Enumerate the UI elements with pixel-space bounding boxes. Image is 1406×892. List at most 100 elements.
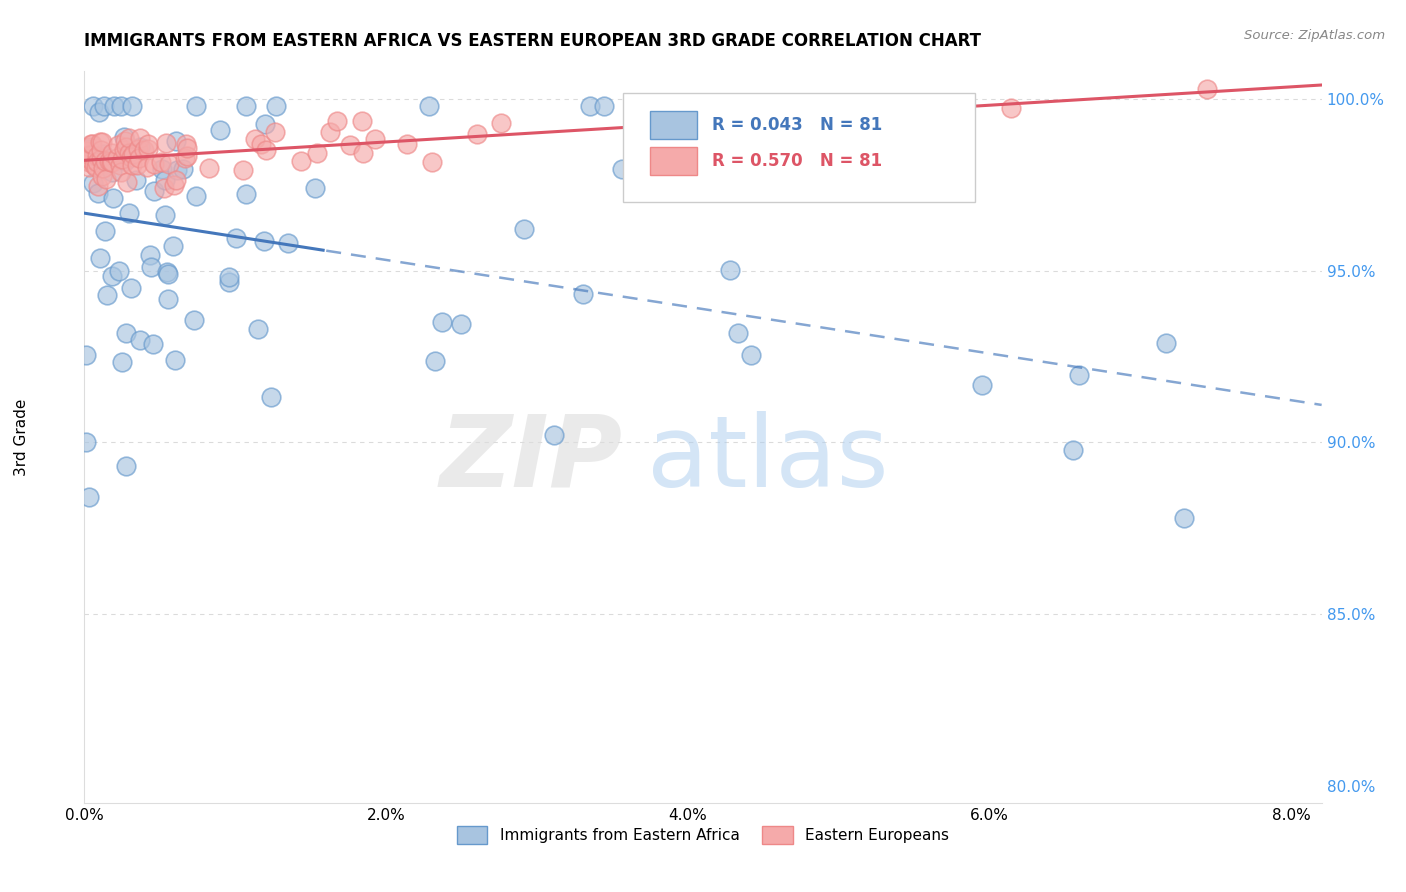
Point xyxy=(174,137,197,152)
Point xyxy=(94,224,117,238)
Point xyxy=(93,98,115,112)
Point xyxy=(339,138,361,153)
Point xyxy=(150,155,173,169)
Point xyxy=(105,151,128,165)
Point xyxy=(176,141,198,155)
Point xyxy=(186,98,208,112)
Point xyxy=(75,435,97,450)
Point xyxy=(225,230,247,244)
Text: R = 0.043   N = 81: R = 0.043 N = 81 xyxy=(711,116,882,134)
Point xyxy=(264,98,287,112)
Point xyxy=(114,134,136,148)
Point xyxy=(512,222,534,236)
Point xyxy=(157,157,180,171)
Point xyxy=(163,178,186,192)
Point xyxy=(90,143,112,157)
Point xyxy=(142,337,165,351)
Point xyxy=(254,117,277,131)
Point xyxy=(89,135,111,149)
Point xyxy=(423,354,446,368)
Point xyxy=(120,281,142,295)
Point xyxy=(118,205,141,219)
Point xyxy=(326,113,349,128)
Point xyxy=(101,146,124,161)
Point xyxy=(465,127,488,141)
Legend: Immigrants from Eastern Africa, Eastern Europeans: Immigrants from Eastern Africa, Eastern … xyxy=(451,820,955,850)
Point xyxy=(91,147,114,161)
Point xyxy=(740,348,762,362)
Point xyxy=(243,131,266,145)
Point xyxy=(125,157,148,171)
Point xyxy=(112,130,135,145)
Text: atlas: atlas xyxy=(647,410,889,508)
Point xyxy=(94,153,117,168)
Point xyxy=(543,428,565,442)
Point xyxy=(718,263,741,277)
Point xyxy=(79,152,101,166)
Point xyxy=(86,149,108,163)
Point xyxy=(166,162,188,177)
Point xyxy=(103,191,125,205)
Point xyxy=(91,135,114,149)
Point xyxy=(593,98,616,112)
Point xyxy=(118,131,141,145)
Point xyxy=(114,153,136,168)
Point xyxy=(156,265,179,279)
Point xyxy=(1000,101,1022,115)
Point xyxy=(87,178,110,193)
Point xyxy=(110,98,132,112)
Point xyxy=(77,147,100,161)
Point xyxy=(120,150,142,164)
Point xyxy=(80,137,103,152)
Point xyxy=(183,313,205,327)
Point xyxy=(172,161,194,176)
Point xyxy=(731,117,754,131)
Point xyxy=(100,155,122,169)
Point xyxy=(139,260,162,274)
Point xyxy=(90,153,112,167)
Point xyxy=(1154,335,1177,350)
Point xyxy=(264,125,287,139)
Point xyxy=(127,142,149,156)
Point xyxy=(254,144,277,158)
Point xyxy=(1067,368,1090,382)
Point xyxy=(277,236,299,251)
Point xyxy=(77,490,100,504)
Point xyxy=(76,154,98,169)
Point xyxy=(114,140,136,154)
Point xyxy=(350,114,373,128)
Point xyxy=(165,172,187,186)
Text: IMMIGRANTS FROM EASTERN AFRICA VS EASTERN EUROPEAN 3RD GRADE CORRELATION CHART: IMMIGRANTS FROM EASTERN AFRICA VS EASTER… xyxy=(84,32,981,50)
Point xyxy=(111,355,134,369)
Point xyxy=(150,162,173,177)
Point xyxy=(198,161,221,176)
Point xyxy=(79,140,101,154)
Point xyxy=(208,123,231,137)
Point xyxy=(218,275,240,289)
Point xyxy=(143,157,166,171)
Point xyxy=(1195,81,1218,95)
Point xyxy=(579,98,602,112)
Point xyxy=(110,165,132,179)
Point xyxy=(246,321,269,335)
Y-axis label: 3rd Grade: 3rd Grade xyxy=(14,399,28,475)
Point xyxy=(91,161,114,175)
Point xyxy=(395,137,418,152)
Point xyxy=(235,98,257,112)
Point xyxy=(111,152,134,166)
Point xyxy=(157,267,180,281)
Point xyxy=(420,155,443,169)
Point xyxy=(972,378,994,392)
Point xyxy=(128,140,150,154)
Point xyxy=(77,142,100,156)
Point xyxy=(76,144,98,158)
Point xyxy=(80,137,103,152)
Point xyxy=(121,158,143,172)
Point xyxy=(83,158,105,172)
Point xyxy=(107,138,129,153)
Point xyxy=(129,131,152,145)
Point xyxy=(235,187,257,202)
Point xyxy=(249,136,271,151)
Point xyxy=(90,169,112,183)
Point xyxy=(101,268,124,283)
